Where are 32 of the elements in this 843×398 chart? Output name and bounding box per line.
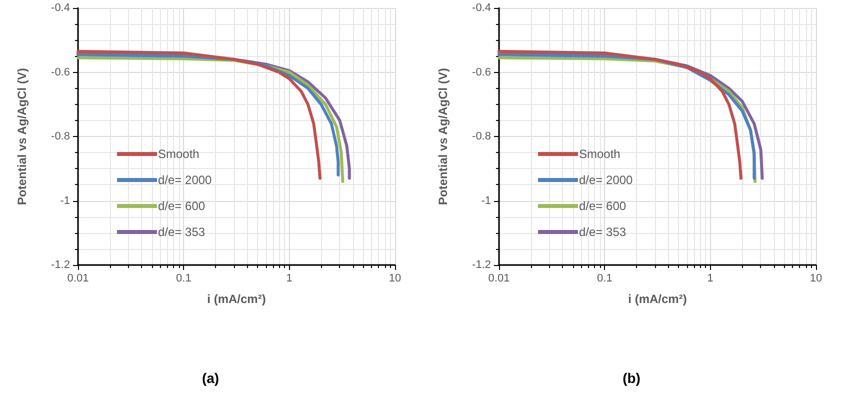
- x-axis-title: i (mA/cm²): [207, 292, 266, 306]
- y-tick-label: -0.4: [51, 2, 70, 14]
- x-tick-label: 0.01: [67, 272, 89, 284]
- legend-label: d/e= 600: [579, 199, 626, 213]
- y-tick-label: -0.6: [472, 66, 491, 78]
- y-axis-title: Potential vs Ag/AgCl (V): [15, 68, 29, 205]
- x-tick-label: 0.01: [488, 272, 510, 284]
- legend-label: d/e= 353: [158, 225, 206, 239]
- x-tick-label: 10: [388, 272, 402, 284]
- y-tick-label: -1: [481, 194, 491, 207]
- y-tick-label: -1.2: [51, 259, 70, 271]
- y-tick-label: -0.6: [51, 66, 70, 78]
- y-tick-label: -1: [60, 194, 70, 207]
- legend-label: Smooth: [579, 147, 620, 161]
- x-tick-label: 1: [286, 272, 292, 284]
- x-tick-label: 10: [810, 272, 822, 284]
- text: (b): [622, 370, 640, 386]
- legend-label: d/e= 2000: [158, 173, 212, 187]
- y-tick-label: -0.8: [51, 130, 70, 142]
- x-tick-label: 1: [707, 272, 714, 284]
- text: (a): [202, 370, 220, 386]
- x-axis-title: i (mA/cm²): [628, 292, 687, 306]
- legend-label: d/e= 600: [158, 199, 206, 213]
- legend-label: d/e= 353: [579, 225, 626, 239]
- legend-label: d/e= 2000: [579, 173, 634, 187]
- y-tick-label: -0.4: [472, 2, 491, 14]
- x-tick-label: 0.1: [176, 272, 192, 284]
- y-tick-label: -1.2: [472, 259, 491, 271]
- legend-label: Smooth: [158, 147, 200, 161]
- x-tick-label: 0.1: [597, 272, 612, 284]
- y-axis-title: Potential vs Ag/AgCl (V): [436, 68, 450, 205]
- y-tick-label: -0.8: [472, 130, 491, 142]
